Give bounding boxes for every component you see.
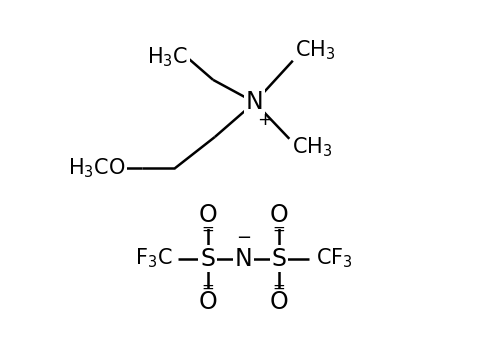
Text: O: O [269, 290, 287, 314]
Text: −: − [236, 229, 251, 247]
Text: S: S [200, 246, 215, 271]
Text: =: = [272, 280, 285, 295]
Text: O: O [198, 203, 217, 227]
Text: =: = [272, 222, 285, 237]
Text: =: = [201, 280, 214, 295]
Text: N: N [245, 90, 263, 115]
Text: H$_3$CO: H$_3$CO [68, 156, 125, 180]
Text: =: = [201, 222, 214, 237]
Text: CH$_3$: CH$_3$ [291, 136, 332, 159]
Text: CF$_3$: CF$_3$ [316, 247, 352, 270]
Text: O: O [198, 290, 217, 314]
Text: F$_3$C: F$_3$C [135, 247, 172, 270]
Text: CH$_3$: CH$_3$ [294, 39, 335, 62]
Text: O: O [269, 203, 287, 227]
Text: H$_3$C: H$_3$C [147, 45, 188, 69]
Text: N: N [234, 246, 252, 271]
Text: S: S [271, 246, 286, 271]
Text: +: + [257, 111, 272, 129]
